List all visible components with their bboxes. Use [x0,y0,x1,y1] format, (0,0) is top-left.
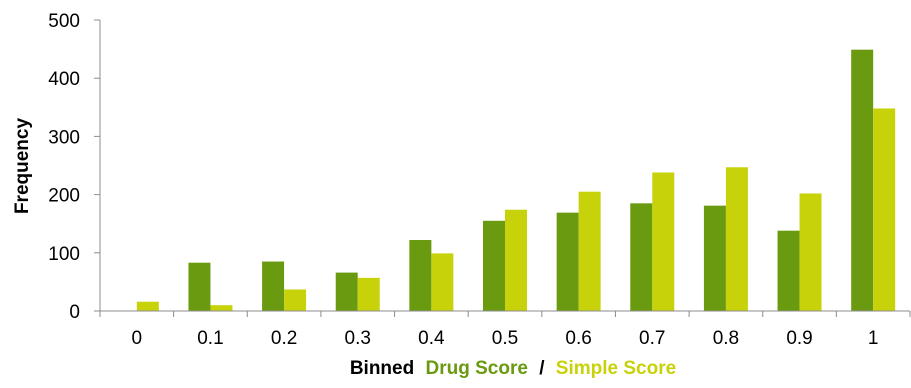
bar-drug-score [556,212,579,311]
axes [99,20,910,312]
bar-simple-score [505,209,527,311]
x-tick-label: 0.2 [271,328,297,349]
bar-simple-score [284,289,307,311]
bar-drug-score [409,239,432,311]
y-tick-label: 500 [48,11,80,32]
bars-group [136,49,896,312]
x-tick-label: 0.1 [197,328,223,349]
x-axis-ticks: 0 0.1 0.2 0.3 0.4 0.5 0.6 0.7 0.8 0.9 1 [99,311,911,349]
x-tick-label: 0.8 [713,328,739,349]
x-tick-label: 0.4 [418,328,445,349]
x-tick-label: 0.5 [492,328,518,349]
bar-drug-score [851,49,874,311]
bar-simple-score [210,305,233,311]
bar-drug-score [262,261,285,311]
x-tick-label: 0.3 [345,328,371,349]
x-axis-label-slash: / [539,358,545,379]
y-tick-label: 300 [48,127,80,148]
x-tick-label: 1 [868,328,879,349]
bar-drug-score [777,230,800,311]
x-tick-label: 0.6 [565,328,591,349]
bar-simple-score [652,172,675,311]
bar-drug-score [335,272,358,311]
x-axis-label-simple-score: Simple Score [556,358,676,379]
y-tick-label: 400 [48,69,80,90]
bar-drug-score [630,203,653,311]
bar-drug-score [703,205,726,311]
y-tick-label: 0 [69,302,80,323]
y-tick-label: 100 [48,244,80,265]
bar-simple-score [357,277,380,311]
bar-simple-score [578,191,601,311]
bar-simple-score [136,301,159,311]
bar-simple-score [431,253,454,311]
x-axis-label: Binned Drug Score / Simple Score [350,358,676,379]
bar-simple-score [725,167,748,311]
x-tick-label: 0 [132,328,143,349]
y-axis-label: Frequency [12,118,33,215]
bar-simple-score [873,108,896,312]
y-axis-ticks: 0 100 200 300 400 500 [48,11,100,323]
x-tick-label: 0.7 [639,328,665,349]
bar-drug-score [483,220,505,311]
x-axis-label-drug-score: Drug Score [426,358,528,379]
bar-drug-score [188,262,211,311]
x-axis-label-binned: Binned [350,358,414,379]
x-tick-label: 0.9 [786,328,812,349]
bar-simple-score [799,193,822,311]
y-tick-label: 200 [48,186,80,207]
